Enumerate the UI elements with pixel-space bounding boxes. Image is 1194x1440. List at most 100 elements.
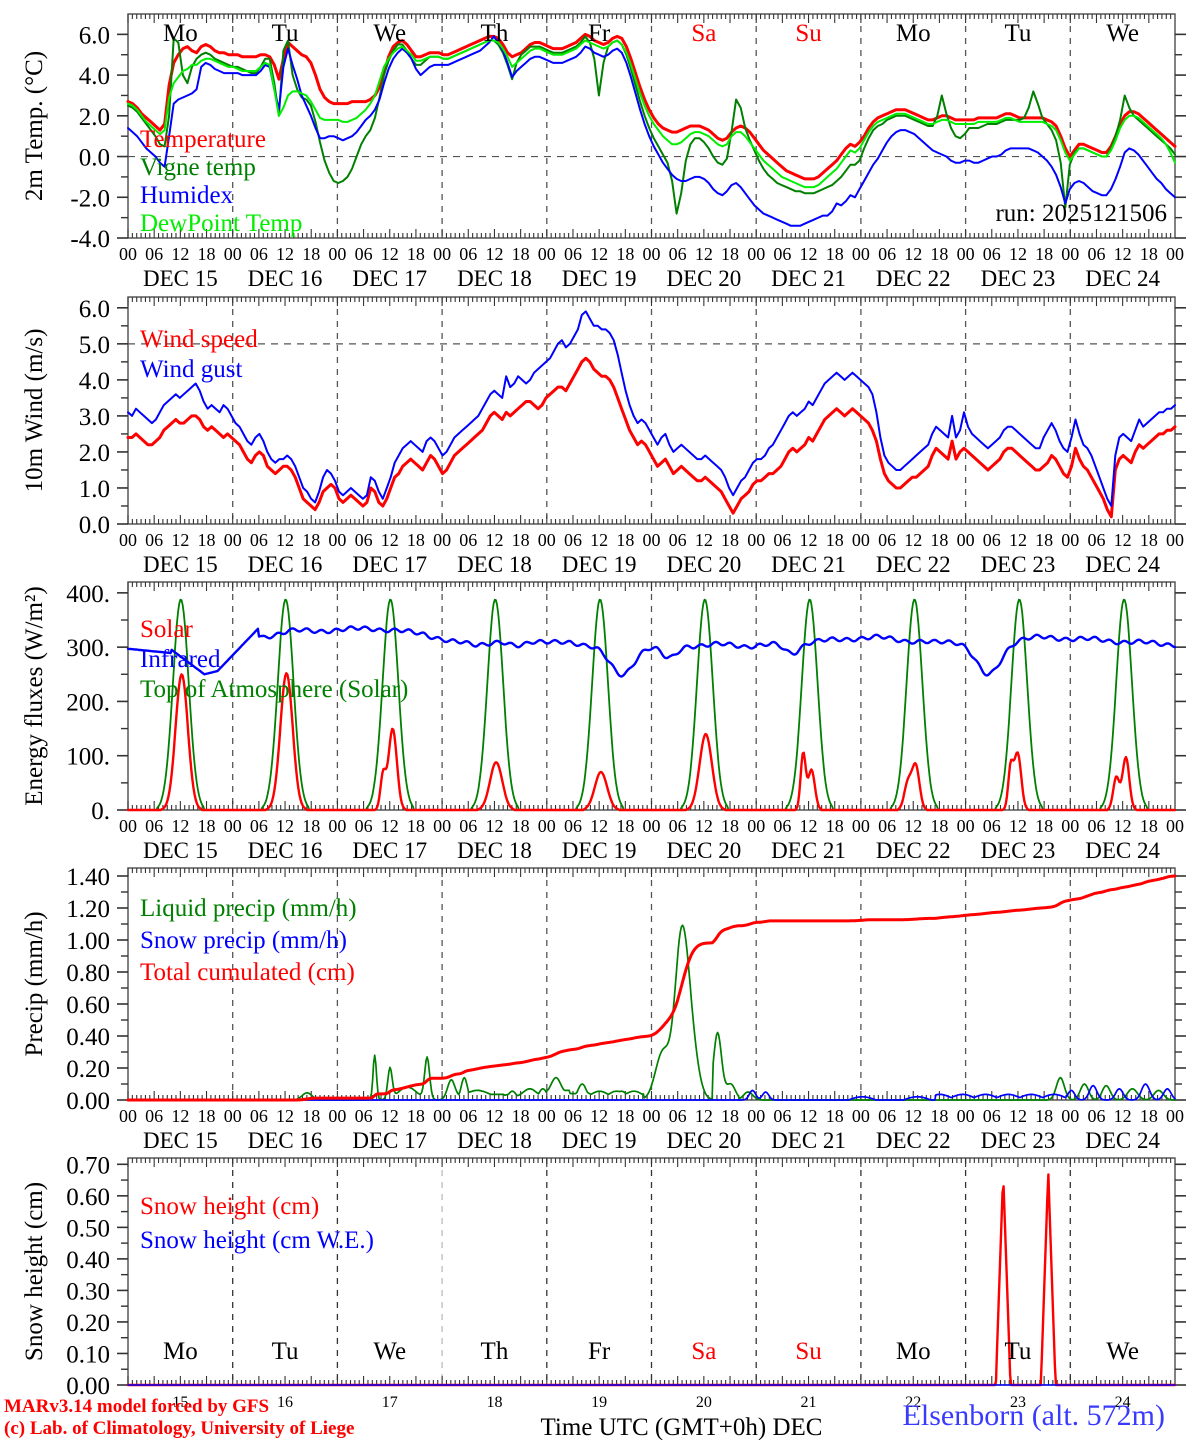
x-hour-label: 12	[695, 816, 713, 836]
weekday-label: Mo	[896, 20, 931, 47]
x-hour-label: 18	[721, 1106, 739, 1126]
x-hour-label: 00	[119, 1106, 137, 1126]
x-day-label: DEC 15	[143, 838, 218, 863]
y-tick-label: 0.0	[79, 512, 110, 539]
x-hour-label: 00	[957, 816, 975, 836]
series-humidex	[127, 35, 1176, 227]
x-day-label: DEC 18	[457, 552, 532, 577]
weekday-label: Mo	[163, 1338, 198, 1365]
x-day-number: 17	[382, 1394, 398, 1411]
x-hour-label: 18	[512, 816, 530, 836]
credit-line-2: (c) Lab. of Climatology, University of L…	[4, 1418, 354, 1439]
x-day-number: 21	[801, 1394, 817, 1411]
x-hour-label: 18	[1035, 530, 1053, 550]
x-hour-label: 00	[538, 244, 556, 264]
x-hour-label: 00	[1166, 816, 1184, 836]
x-hour-label: 18	[826, 1106, 844, 1126]
x-hour-label: 06	[250, 816, 268, 836]
x-day-label: DEC 15	[143, 552, 218, 577]
x-hour-label: 12	[800, 1106, 818, 1126]
x-hour-label: 06	[145, 1106, 163, 1126]
x-day-label: DEC 18	[457, 266, 532, 291]
y-tick-label: 0.00	[66, 1373, 110, 1400]
x-day-label: DEC 23	[981, 552, 1056, 577]
x-day-label: DEC 21	[771, 552, 846, 577]
x-hour-label: 06	[564, 816, 582, 836]
x-hour-label: 00	[852, 530, 870, 550]
x-day-label: DEC 23	[981, 1128, 1056, 1153]
weekday-label: We	[1106, 1338, 1139, 1365]
legend-item: Solar	[140, 616, 193, 643]
x-hour-label: 12	[904, 1106, 922, 1126]
x-hour-label: 12	[381, 244, 399, 264]
x-day-number: 15	[172, 1394, 188, 1411]
x-hour-label: 06	[355, 816, 373, 836]
y-tick-label: 0.60	[66, 1184, 110, 1211]
x-hour-label: 12	[1114, 530, 1132, 550]
x-hour-label: 18	[616, 530, 634, 550]
x-hour-label: 18	[1035, 244, 1053, 264]
x-day-label: DEC 21	[771, 266, 846, 291]
axis-label-precip: Precip (mm/h)	[21, 911, 48, 1056]
x-hour-label: 00	[538, 530, 556, 550]
x-hour-label: 12	[381, 530, 399, 550]
x-hour-label: 12	[1009, 816, 1027, 836]
panel-snow-height: 0.00 0.10 0.20 0.30 0.40 0.50 0.60 0.70 Snow hei…	[21, 1152, 1186, 1440]
x-hour-label: 06	[564, 1106, 582, 1126]
x-hour-label: 18	[198, 244, 216, 264]
x-day-number: 19	[591, 1394, 607, 1411]
legend-item: Humidex	[140, 182, 234, 209]
x-hour-label: 00	[1166, 530, 1184, 550]
x-hour-label: 00	[328, 816, 346, 836]
y-tick-label: 0.60	[66, 992, 110, 1019]
x-hour-label: 18	[930, 244, 948, 264]
weekday-label: Th	[481, 1338, 509, 1365]
weekday-label: Mo	[163, 20, 198, 47]
weekday-label: Tu	[1004, 20, 1031, 47]
x-hour-label: 06	[878, 244, 896, 264]
x-hour-label: 12	[276, 816, 294, 836]
x-hour-label: 00	[1061, 816, 1079, 836]
x-day-label: DEC 22	[876, 552, 951, 577]
x-hour-label: 00	[224, 530, 242, 550]
y-tick-label: 0.50	[66, 1215, 110, 1242]
x-day-label: DEC 21	[771, 1128, 846, 1153]
x-hour-label: 12	[1114, 816, 1132, 836]
x-hour-label: 06	[669, 816, 687, 836]
x-day-label: DEC 19	[562, 266, 637, 291]
y-tick-label: 0.00	[66, 1088, 110, 1115]
series-wind-gust	[127, 310, 1176, 507]
legend-item: Top of Atmosphere (Solar)	[140, 676, 408, 703]
x-hour-label: 12	[590, 530, 608, 550]
x-hour-label: 06	[773, 1106, 791, 1126]
x-hour-label: 00	[747, 530, 765, 550]
x-hour-label: 18	[1140, 1106, 1158, 1126]
x-day-label: DEC 24	[1085, 266, 1160, 291]
x-day-label: DEC 17	[352, 552, 427, 577]
x-hour-label: 12	[485, 530, 503, 550]
x-hour-label: 06	[1087, 1106, 1105, 1126]
legend-item: Wind speed	[140, 326, 258, 353]
x-hour-label: 18	[1140, 244, 1158, 264]
x-hour-label: 18	[407, 530, 425, 550]
legend-item: Snow precip (mm/h)	[140, 927, 347, 954]
series-dewpoint-temp	[127, 39, 1176, 189]
x-day-label: DEC 22	[876, 1128, 951, 1153]
panel-precip: 0.00 0.20 0.40 0.60 0.80 1.00 1.20 1.40 Precip (…	[21, 864, 1186, 1153]
y-tick-label: 2.0	[79, 440, 110, 467]
x-hour-label: 12	[1009, 1106, 1027, 1126]
legend-item: Snow height (cm W.E.)	[140, 1227, 374, 1254]
axis-label-energy_fluxes: Energy fluxes (W/m²)	[21, 586, 48, 805]
x-hour-label: 18	[512, 244, 530, 264]
x-hour-label: 12	[590, 816, 608, 836]
x-hour-label: 12	[381, 1106, 399, 1126]
weekday-label: Tu	[272, 1338, 299, 1365]
weekday-label: Su	[795, 1338, 822, 1365]
x-hour-label: 12	[276, 1106, 294, 1126]
y-tick-label: 0.40	[66, 1247, 110, 1274]
y-tick-label: 0.40	[66, 1024, 110, 1051]
x-hour-label: 00	[119, 244, 137, 264]
x-hour-label: 18	[826, 530, 844, 550]
x-day-number: 18	[486, 1394, 502, 1411]
x-hour-label: 18	[1035, 1106, 1053, 1126]
